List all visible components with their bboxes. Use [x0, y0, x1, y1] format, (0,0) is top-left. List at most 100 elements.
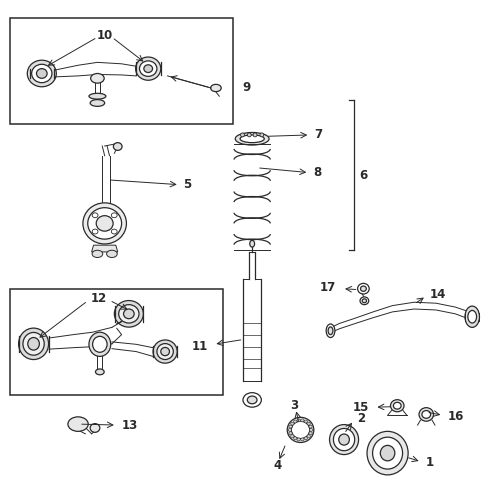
- Text: 12: 12: [90, 292, 106, 305]
- Ellipse shape: [290, 422, 293, 425]
- Ellipse shape: [333, 428, 354, 450]
- Ellipse shape: [296, 438, 300, 441]
- Ellipse shape: [418, 408, 433, 421]
- Text: 2: 2: [356, 412, 364, 425]
- Ellipse shape: [287, 418, 313, 442]
- Ellipse shape: [91, 74, 104, 83]
- Ellipse shape: [31, 64, 52, 82]
- Ellipse shape: [329, 424, 358, 454]
- Ellipse shape: [139, 61, 157, 76]
- Text: 6: 6: [359, 168, 367, 181]
- Text: 4: 4: [272, 458, 281, 471]
- Ellipse shape: [296, 419, 300, 422]
- Ellipse shape: [390, 400, 403, 412]
- Ellipse shape: [153, 340, 177, 363]
- Ellipse shape: [240, 133, 244, 137]
- Ellipse shape: [300, 419, 303, 422]
- Text: 7: 7: [314, 128, 321, 141]
- Text: 16: 16: [447, 410, 463, 423]
- Ellipse shape: [123, 309, 134, 318]
- Ellipse shape: [92, 229, 98, 234]
- Ellipse shape: [247, 396, 257, 404]
- Ellipse shape: [247, 133, 251, 137]
- Ellipse shape: [259, 133, 263, 137]
- Ellipse shape: [114, 300, 143, 327]
- Ellipse shape: [253, 133, 257, 137]
- Text: 13: 13: [121, 418, 137, 432]
- Ellipse shape: [293, 420, 296, 423]
- Ellipse shape: [326, 324, 334, 338]
- Ellipse shape: [249, 240, 254, 247]
- Polygon shape: [91, 245, 118, 252]
- Text: 10: 10: [96, 29, 113, 42]
- Ellipse shape: [92, 336, 107, 352]
- Ellipse shape: [111, 229, 117, 234]
- Ellipse shape: [160, 348, 169, 356]
- Text: 9: 9: [242, 82, 250, 94]
- Ellipse shape: [113, 142, 122, 150]
- Ellipse shape: [90, 100, 105, 106]
- Ellipse shape: [36, 68, 47, 78]
- Ellipse shape: [89, 94, 106, 99]
- Ellipse shape: [421, 410, 430, 418]
- Ellipse shape: [68, 417, 88, 432]
- Ellipse shape: [359, 297, 368, 304]
- Text: 8: 8: [313, 166, 321, 179]
- Ellipse shape: [309, 428, 312, 432]
- Ellipse shape: [88, 208, 121, 239]
- Ellipse shape: [357, 284, 368, 294]
- Bar: [10, 288, 223, 395]
- Ellipse shape: [306, 434, 310, 438]
- Ellipse shape: [308, 425, 312, 428]
- Ellipse shape: [308, 432, 312, 434]
- Ellipse shape: [242, 392, 261, 407]
- Ellipse shape: [291, 421, 309, 438]
- Ellipse shape: [290, 434, 293, 438]
- Ellipse shape: [303, 420, 307, 423]
- Ellipse shape: [157, 344, 173, 359]
- Ellipse shape: [240, 135, 264, 142]
- Ellipse shape: [136, 57, 160, 80]
- Ellipse shape: [119, 304, 139, 323]
- Ellipse shape: [379, 446, 394, 461]
- Text: 17: 17: [319, 281, 335, 294]
- Ellipse shape: [362, 299, 366, 302]
- Text: 15: 15: [352, 400, 368, 413]
- Ellipse shape: [90, 424, 100, 432]
- Ellipse shape: [393, 402, 400, 409]
- Ellipse shape: [18, 328, 48, 360]
- Ellipse shape: [366, 432, 408, 475]
- Ellipse shape: [111, 213, 117, 218]
- Ellipse shape: [28, 338, 39, 350]
- Ellipse shape: [95, 369, 104, 375]
- Ellipse shape: [303, 437, 307, 440]
- Ellipse shape: [210, 84, 221, 91]
- Ellipse shape: [327, 327, 332, 334]
- Text: 14: 14: [429, 288, 446, 301]
- Ellipse shape: [106, 250, 117, 258]
- Ellipse shape: [293, 437, 296, 440]
- Ellipse shape: [288, 432, 292, 434]
- Ellipse shape: [464, 306, 479, 328]
- Ellipse shape: [92, 213, 98, 218]
- Ellipse shape: [288, 425, 292, 428]
- Ellipse shape: [89, 332, 110, 356]
- Ellipse shape: [360, 286, 365, 292]
- Ellipse shape: [23, 332, 44, 355]
- Text: 5: 5: [183, 178, 191, 191]
- Bar: [10, 18, 232, 124]
- Ellipse shape: [92, 250, 103, 258]
- Ellipse shape: [467, 310, 476, 323]
- Ellipse shape: [96, 216, 113, 231]
- Ellipse shape: [306, 422, 310, 425]
- Ellipse shape: [83, 203, 126, 244]
- Ellipse shape: [235, 132, 269, 145]
- Ellipse shape: [27, 60, 56, 87]
- Ellipse shape: [144, 65, 152, 72]
- Text: 1: 1: [424, 456, 433, 469]
- Text: 11: 11: [191, 340, 207, 353]
- Ellipse shape: [338, 434, 348, 445]
- Ellipse shape: [300, 438, 303, 441]
- Ellipse shape: [287, 428, 291, 432]
- Ellipse shape: [372, 437, 402, 469]
